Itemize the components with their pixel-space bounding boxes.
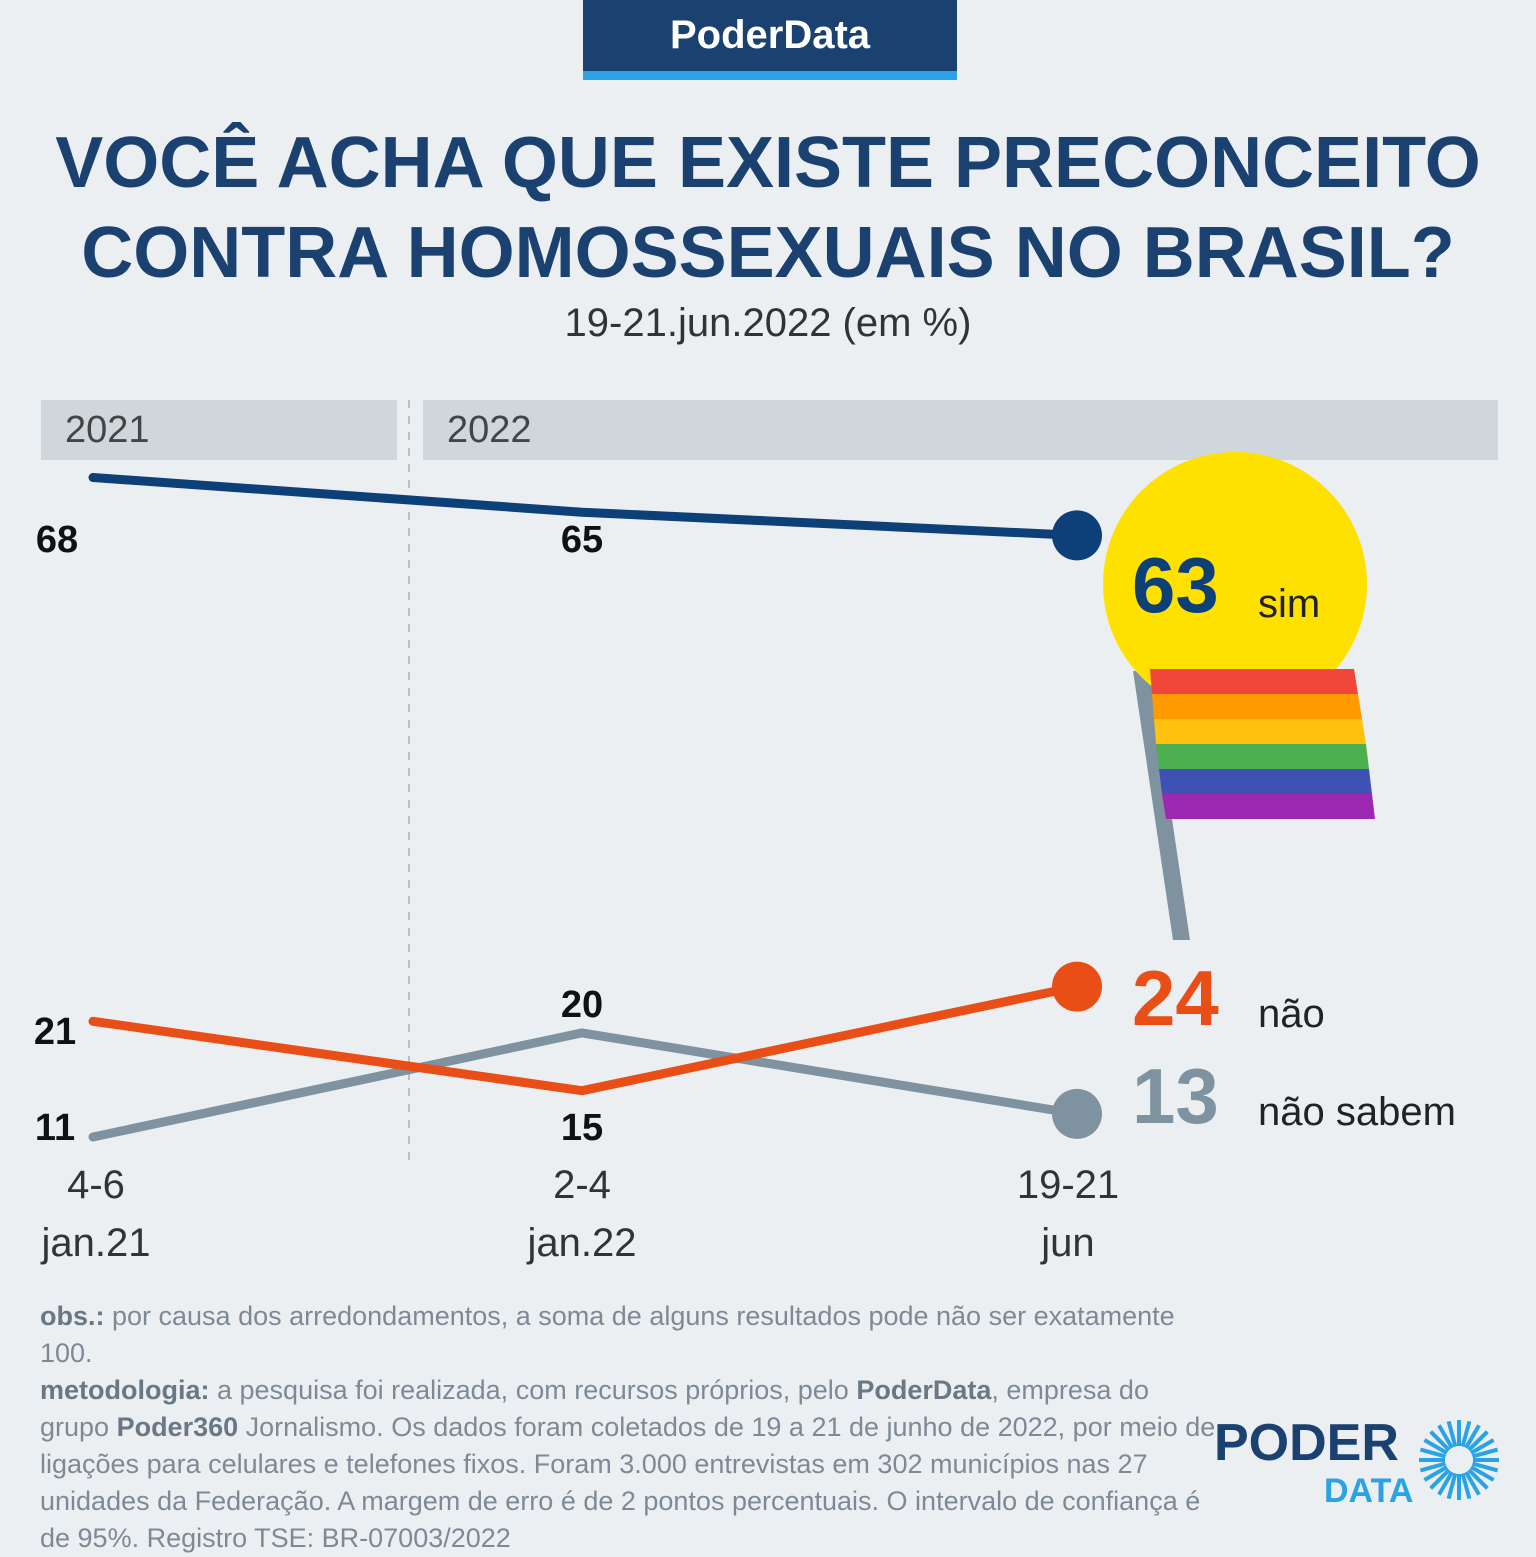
end-value-sim: 63	[1132, 541, 1219, 629]
flag-stripe-green	[1156, 744, 1369, 769]
methodology-label: metodologia:	[40, 1375, 210, 1405]
brand-header: PoderData	[583, 0, 957, 80]
sunburst-ray	[1429, 1430, 1451, 1452]
x-tick-0-line2: jan.21	[41, 1221, 151, 1265]
sunburst-ray	[1437, 1424, 1454, 1449]
page-title: VOCÊ ACHA QUE EXISTE PRECONCEITO CONTRA …	[0, 118, 1536, 298]
flag-stripe-orange	[1152, 694, 1362, 719]
sunburst-ray	[1471, 1461, 1499, 1473]
x-tick-1-line1: 2-4	[553, 1163, 611, 1207]
end-value-nao-sabem: 13	[1132, 1052, 1219, 1140]
sunburst-ray	[1464, 1471, 1481, 1496]
series-line-sim	[88, 473, 1082, 540]
sunburst-icon	[1419, 1420, 1499, 1500]
series-name-nao: não	[1258, 992, 1325, 1036]
flag-stripe-red	[1150, 669, 1358, 694]
chart-subtitle: 19-21.jun.2022 (em %)	[564, 301, 972, 345]
methodology-brand-2: Poder360	[116, 1412, 239, 1442]
sunburst-ray	[1467, 1430, 1489, 1452]
x-tick-2-line2: jun	[1040, 1221, 1094, 1265]
data-label-nao-0: 21	[34, 1011, 76, 1053]
series-name-nao-sabem: não sabem	[1258, 1090, 1456, 1134]
sunburst-ray	[1471, 1447, 1499, 1459]
poderdata-logo: PODER DATA	[1214, 1414, 1499, 1510]
year-label-2021: 2021	[41, 400, 397, 460]
data-label-nao-1: 15	[561, 1107, 603, 1149]
sunburst-ray	[1423, 1465, 1448, 1482]
x-tick-2-line1: 19-21	[1017, 1163, 1119, 1207]
obs-text: por causa dos arredondamentos, a soma de…	[40, 1301, 1175, 1368]
sun-circle	[1103, 452, 1367, 716]
logo-text-top: PODER	[1214, 1414, 1399, 1472]
end-marker-nao-sabem	[1052, 1088, 1102, 1139]
methodology-text-1: a pesquisa foi realizada, com recursos p…	[209, 1375, 857, 1405]
obs-label: obs.:	[40, 1301, 105, 1331]
series-line-nao-sabem	[88, 1028, 1082, 1142]
sunburst-ray	[1437, 1471, 1454, 1496]
end-marker-sim	[1052, 510, 1102, 561]
sunburst-ray	[1460, 1472, 1472, 1500]
x-tick-1-line2: jan.22	[527, 1221, 637, 1265]
sunburst-ray	[1460, 1420, 1472, 1448]
sunburst-ray	[1446, 1472, 1458, 1500]
flag-pole	[1133, 671, 1190, 940]
sunburst-ray	[1429, 1468, 1451, 1490]
sunburst-ray	[1470, 1465, 1495, 1482]
line-chart: 68 65 21 15 11 20 63 sim 24 não 13 não s…	[34, 400, 1456, 1265]
data-label-nao-sabem-0: 11	[35, 1107, 75, 1149]
sunburst-ray	[1446, 1420, 1458, 1448]
year-label-2022: 2022	[423, 400, 1498, 460]
pride-flag-illustration	[1103, 452, 1375, 940]
sunburst-ray	[1467, 1468, 1489, 1490]
logo-text-bottom: DATA	[1324, 1472, 1413, 1510]
footnotes: obs.: por causa dos arredondamentos, a s…	[40, 1298, 1220, 1557]
methodology-brand-1: PoderData	[856, 1375, 992, 1405]
x-tick-0-line1: 4-6	[67, 1163, 125, 1207]
series-line-nao	[88, 982, 1082, 1096]
data-label-nao-sabem-1: 20	[561, 984, 603, 1026]
flag-stripe-blue	[1159, 769, 1372, 794]
flag-stripe-yellow	[1154, 719, 1366, 744]
data-label-sim-0: 68	[36, 519, 78, 561]
end-marker-nao	[1052, 961, 1102, 1012]
sunburst-ray	[1464, 1424, 1481, 1449]
sunburst-ray	[1470, 1438, 1495, 1455]
sunburst-ray	[1419, 1447, 1447, 1459]
series-name-sim: sim	[1258, 582, 1320, 626]
sunburst-ray	[1423, 1438, 1448, 1455]
title-line-2: CONTRA HOMOSSEXUAIS NO BRASIL?	[81, 213, 1455, 293]
methodology-text-2: , empresa do grupo	[40, 1375, 1149, 1442]
flag-stripe-purple	[1162, 794, 1375, 819]
sunburst-ray	[1419, 1461, 1447, 1473]
end-value-nao: 24	[1132, 954, 1219, 1042]
data-label-sim-1: 65	[561, 519, 603, 561]
title-line-1: VOCÊ ACHA QUE EXISTE PRECONCEITO	[55, 123, 1481, 203]
